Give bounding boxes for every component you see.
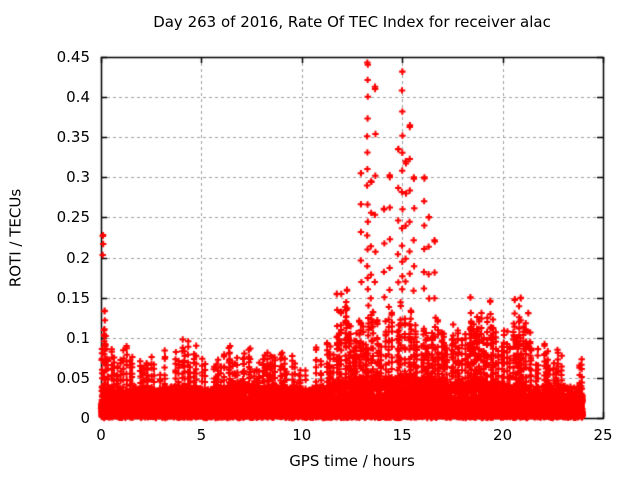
x-tick-label: 5	[196, 426, 207, 444]
y-tick-label: 0.2	[66, 248, 90, 267]
y-axis-title: ROTI / TECUs	[6, 188, 25, 288]
x-tick-label: 15	[392, 426, 412, 444]
x-tick-label: 20	[493, 426, 513, 444]
y-tick-label: 0	[80, 409, 90, 427]
y-tick-label: 0.3	[66, 168, 90, 187]
x-tick-label: 10	[292, 426, 312, 444]
chart-title: Day 263 of 2016, Rate Of TEC Index for r…	[153, 13, 551, 31]
x-tick-label: 25	[593, 426, 613, 444]
y-tick-label: 0.4	[66, 88, 90, 107]
y-tick-label: 0.35	[56, 128, 90, 147]
x-axis-title: GPS time / hours	[289, 452, 415, 470]
y-tick-label: 0.1	[66, 328, 90, 347]
y-tick-label: 0.05	[56, 368, 90, 387]
y-tick-label: 0.25	[56, 208, 90, 227]
y-tick-label: 0.45	[56, 48, 90, 66]
x-tick-label: 0	[96, 426, 106, 444]
y-tick-label: 0.15	[56, 288, 90, 307]
